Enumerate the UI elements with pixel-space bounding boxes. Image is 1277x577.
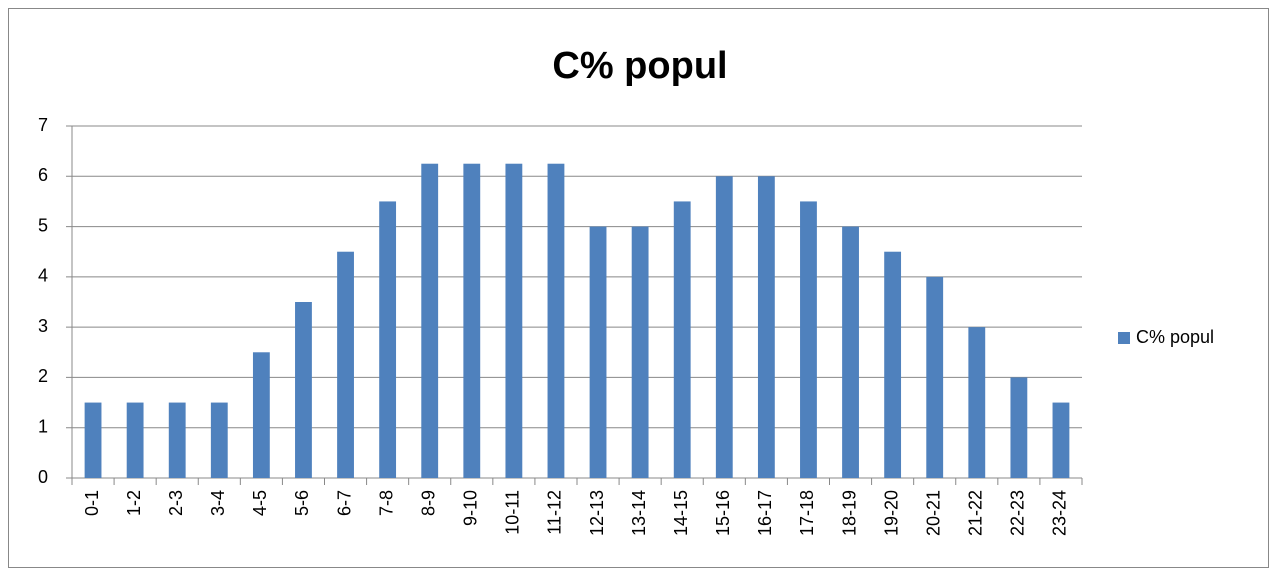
- bar: [421, 163, 439, 478]
- y-tick-label: 4: [38, 266, 48, 286]
- x-tick-label: 7-8: [376, 490, 396, 516]
- y-tick-label: 2: [38, 366, 48, 386]
- y-tick-label: 7: [38, 115, 48, 135]
- x-tick-label: 2-3: [166, 490, 186, 516]
- x-tick-label: 19-20: [881, 490, 901, 536]
- x-tick-label: 9-10: [461, 490, 481, 526]
- bar: [800, 201, 817, 478]
- bar: [1052, 402, 1070, 478]
- x-tick-label: 13-14: [629, 490, 649, 536]
- x-tick-label: 21-22: [966, 490, 986, 536]
- y-tick-label: 5: [38, 215, 48, 235]
- x-tick-label: 17-18: [797, 490, 817, 536]
- bar: [715, 176, 733, 479]
- x-tick-label: 6-7: [334, 490, 354, 516]
- x-tick-label: 18-19: [839, 490, 859, 536]
- bar: [589, 226, 607, 478]
- bar: [210, 402, 228, 478]
- x-tick-label: 5-6: [292, 490, 312, 516]
- legend-label: C% popul: [1136, 327, 1214, 347]
- x-tick-label: 3-4: [208, 490, 228, 516]
- bar: [968, 327, 986, 478]
- y-tick-label: 0: [38, 467, 48, 487]
- bar: [673, 201, 691, 478]
- bar: [547, 163, 565, 478]
- x-tick-label: 0-1: [82, 490, 102, 516]
- y-tick-label: 3: [38, 316, 48, 336]
- bar: [252, 352, 270, 478]
- legend-swatch: [1118, 332, 1130, 344]
- bar: [379, 201, 397, 478]
- bar: [168, 402, 186, 478]
- x-tick-label: 20-21: [923, 490, 943, 536]
- bar: [884, 251, 902, 478]
- x-tick-label: 1-2: [124, 490, 144, 516]
- x-tick-label: 12-13: [587, 490, 607, 536]
- bar: [337, 251, 354, 478]
- bar: [126, 402, 144, 478]
- bar: [295, 302, 312, 478]
- bar: [1010, 377, 1028, 478]
- y-tick-label: 1: [38, 416, 48, 436]
- x-tick-label: 22-23: [1008, 490, 1028, 536]
- bar: [757, 176, 775, 479]
- x-tick-label: 14-15: [671, 490, 691, 536]
- bar: [926, 276, 944, 478]
- bar: [631, 226, 649, 478]
- x-tick-label: 15-16: [713, 490, 733, 536]
- chart-title: C% popul: [552, 45, 727, 87]
- x-tick-label: 8-9: [418, 490, 438, 516]
- x-tick-label: 16-17: [755, 490, 775, 536]
- bar: [84, 402, 102, 478]
- bar: [505, 163, 523, 478]
- x-tick-label: 23-24: [1050, 490, 1070, 536]
- y-tick-label: 6: [38, 165, 48, 185]
- x-tick-label: 4-5: [250, 490, 270, 516]
- x-tick-label: 10-11: [503, 490, 523, 535]
- bar: [842, 226, 859, 478]
- bar: [463, 163, 481, 478]
- x-tick-label: 11-12: [545, 490, 565, 535]
